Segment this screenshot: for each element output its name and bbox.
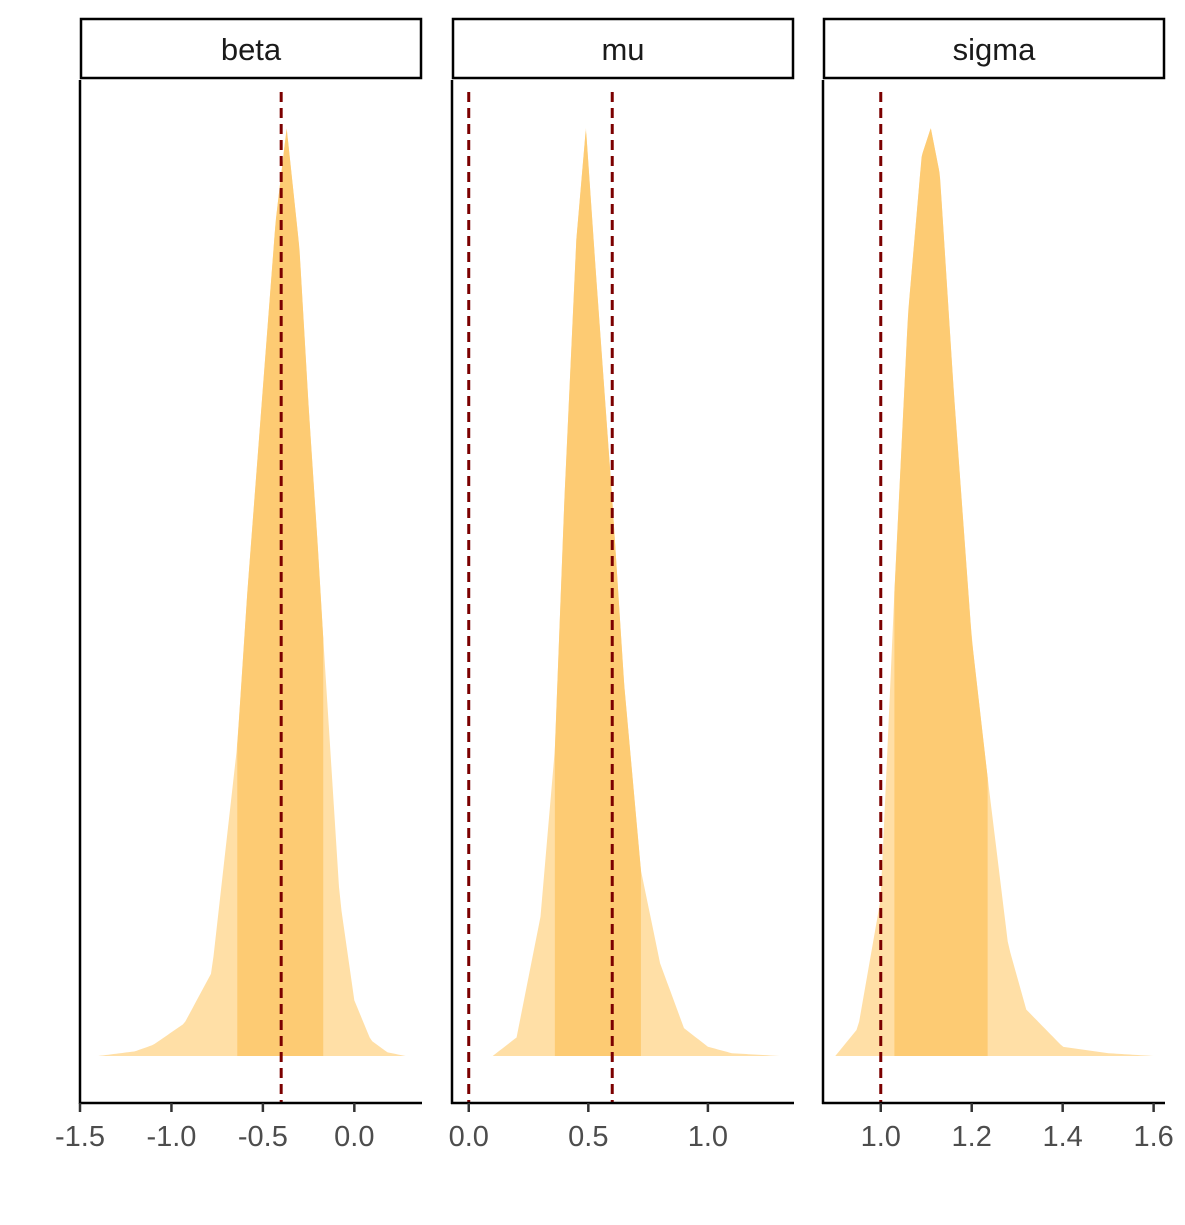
density-outer-sigma xyxy=(835,128,1154,1056)
facet-strip xyxy=(451,17,795,80)
x-tick-label: 1.6 xyxy=(1133,1121,1173,1153)
density-inner-interval-mu xyxy=(554,130,641,1056)
facet-strip-label: sigma xyxy=(953,32,1036,67)
panel-mu: 0.0 0.5 1.0 mu xyxy=(449,17,795,1153)
facet-strip-label: beta xyxy=(221,32,282,67)
density-inner-interval-sigma xyxy=(894,128,988,1056)
x-tick-label: 0.0 xyxy=(449,1121,489,1153)
x-tick-label: 0.0 xyxy=(334,1121,374,1153)
facet-strip xyxy=(822,17,1166,80)
x-tick-label: -0.5 xyxy=(238,1121,288,1153)
x-tick-label: 1.2 xyxy=(952,1121,992,1153)
facet-strip xyxy=(79,17,423,80)
x-tick-label: -1.5 xyxy=(55,1121,105,1153)
panel-sigma: 1.0 1.2 1.4 1.6 sigma xyxy=(821,17,1174,1153)
x-tick-label: 1.0 xyxy=(861,1121,901,1153)
x-tick-label: -1.0 xyxy=(146,1121,196,1153)
x-tick-label: 0.5 xyxy=(568,1121,608,1153)
facet-strip-label: mu xyxy=(601,32,644,67)
panel-beta: -1.5 -1.0 -0.5 0.0 beta xyxy=(55,17,423,1153)
x-tick-label: 1.0 xyxy=(688,1121,728,1153)
x-tick-label: 1.4 xyxy=(1043,1121,1083,1153)
